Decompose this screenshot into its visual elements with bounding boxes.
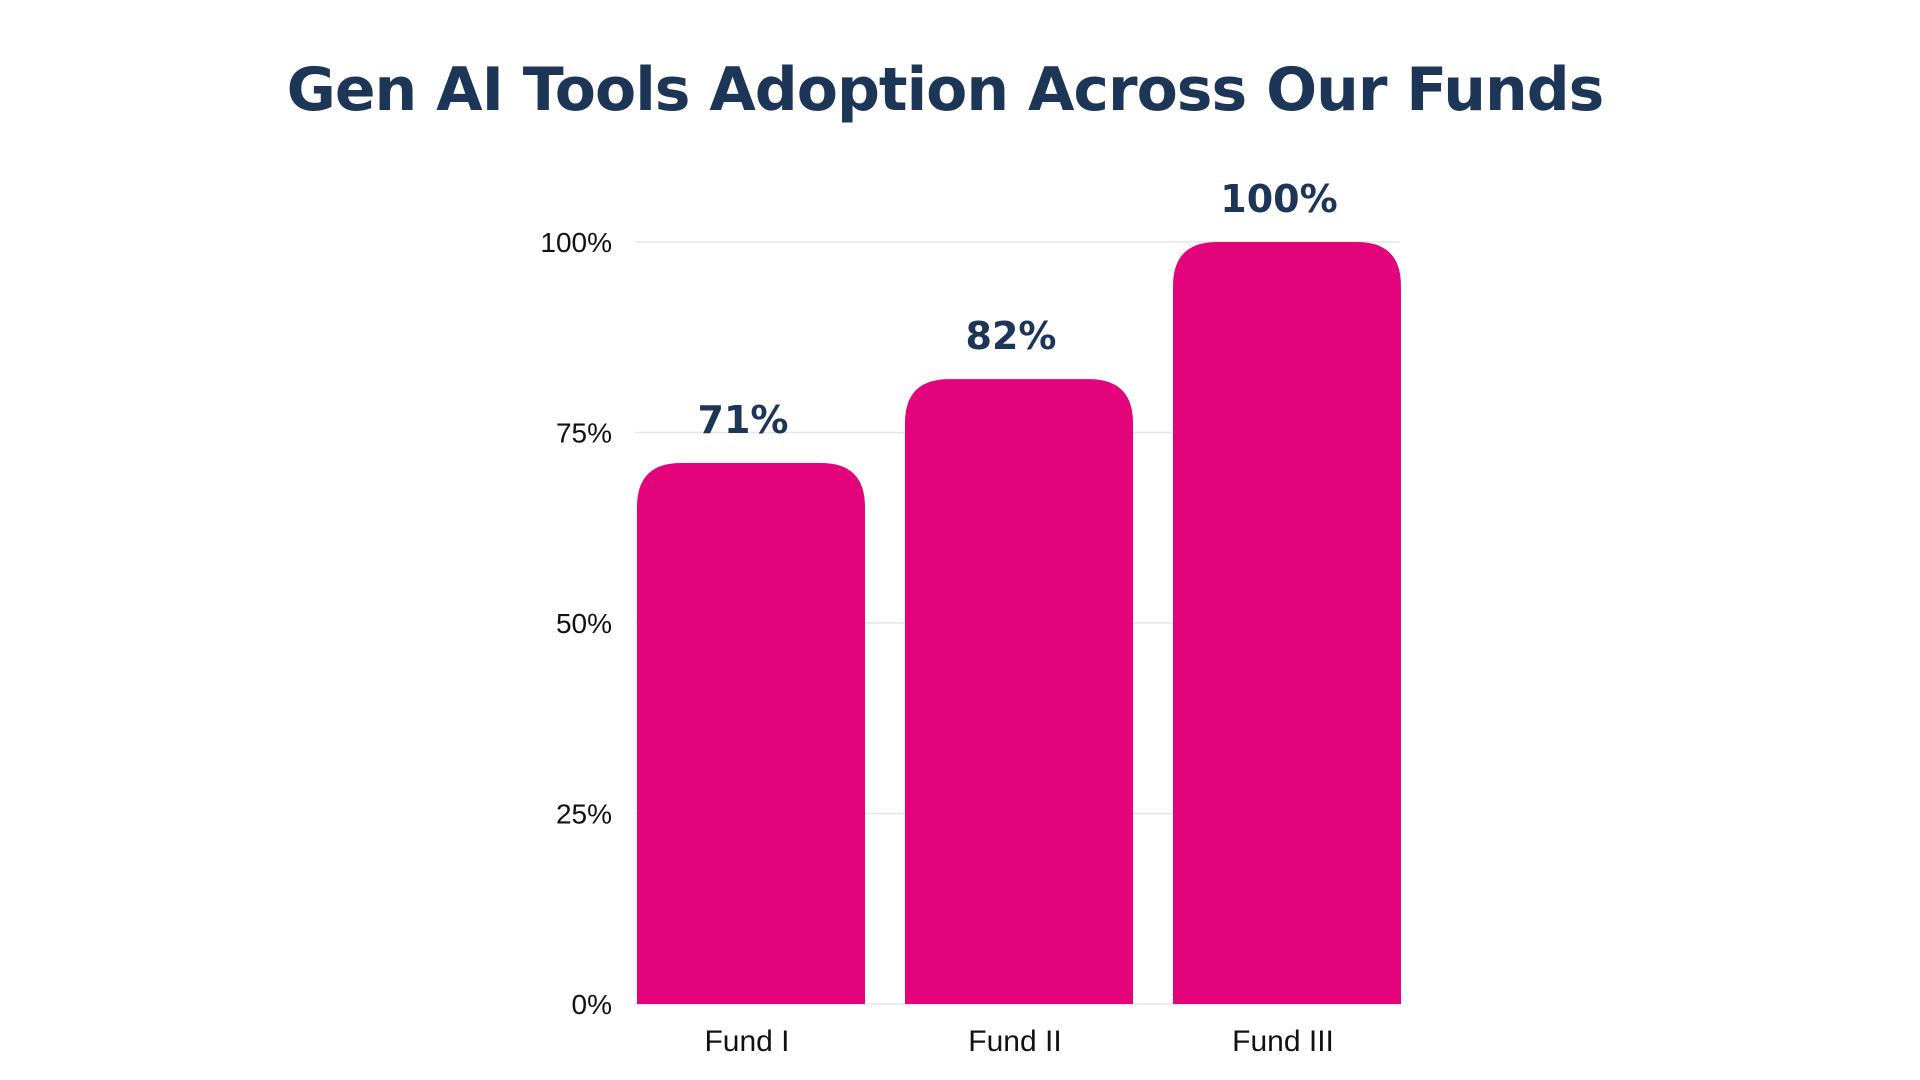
bar-value-label: 82% <box>966 314 1057 358</box>
x-axis-categories: Fund I Fund II Fund III <box>704 1025 1333 1058</box>
y-tick-label: 75% <box>556 418 612 449</box>
y-tick-label: 25% <box>556 799 612 830</box>
bar-fund-iii <box>1173 242 1401 1004</box>
data-labels: 71% 82% 100% <box>698 177 1338 442</box>
y-tick-label: 0% <box>572 989 612 1020</box>
y-axis-ticks: 0% 25% 50% 75% 100% <box>540 227 612 1020</box>
x-category-label: Fund I <box>704 1025 789 1058</box>
chart-title: Gen AI Tools Adoption Across Our Funds <box>286 55 1605 125</box>
bar-fund-i <box>637 462 865 1005</box>
y-tick-label: 50% <box>556 608 612 639</box>
bar-value-label: 100% <box>1220 177 1337 221</box>
x-category-label: Fund III <box>1232 1025 1334 1058</box>
bar-value-label: 71% <box>698 398 789 442</box>
bars <box>637 242 1401 1005</box>
x-category-label: Fund II <box>968 1025 1061 1058</box>
y-tick-label: 100% <box>540 227 612 258</box>
bar-fund-ii <box>905 379 1133 1004</box>
